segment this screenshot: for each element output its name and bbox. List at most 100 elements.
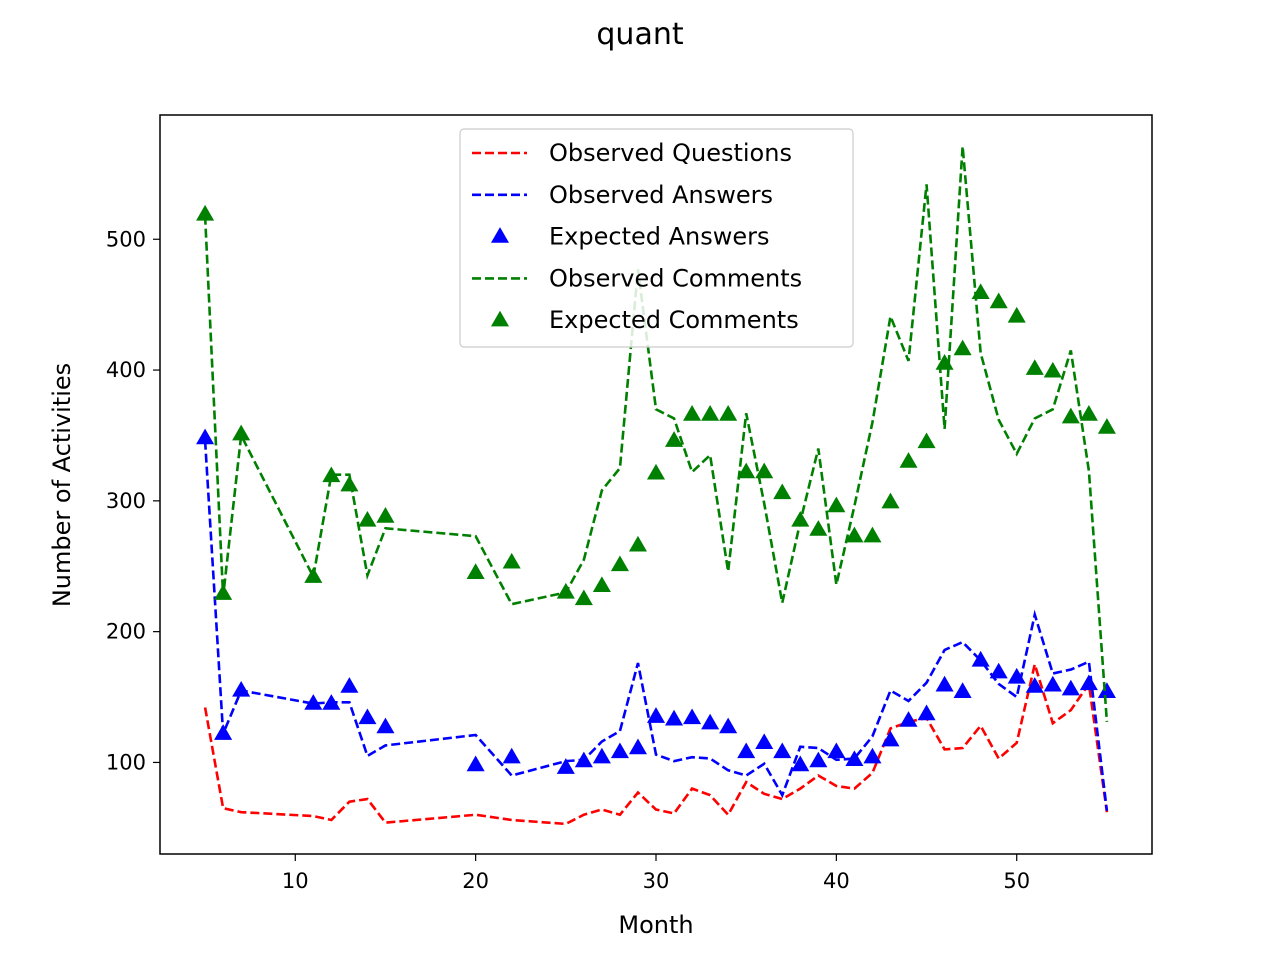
expected-answers-marker xyxy=(1079,674,1098,691)
expected-comments-marker xyxy=(592,576,611,593)
expected-comments-marker xyxy=(863,526,882,543)
expected-comments-marker xyxy=(1025,359,1044,375)
observed-answers-legend-label: Observed Answers xyxy=(549,181,773,209)
expected-answers-marker xyxy=(1097,682,1116,698)
x-tick-label: 40 xyxy=(823,869,850,893)
expected-comments-marker xyxy=(971,283,990,300)
expected-comments-marker xyxy=(989,292,1008,309)
expected-answers-marker xyxy=(502,747,521,764)
expected-answers-marker xyxy=(683,708,702,725)
y-tick-label: 300 xyxy=(106,489,146,513)
expected-comments-marker xyxy=(214,584,233,600)
expected-comments-marker xyxy=(646,463,666,480)
expected-comments-marker xyxy=(935,354,954,370)
expected-comments-marker xyxy=(881,492,900,509)
legend-box xyxy=(459,128,854,348)
x-tick-label: 10 xyxy=(282,869,309,893)
expected-answers-marker xyxy=(989,662,1008,679)
expected-comments-marker xyxy=(1007,306,1026,323)
expected-comments-marker xyxy=(628,535,647,552)
expected-comments-marker xyxy=(665,431,684,447)
expected-answers-marker xyxy=(953,682,972,698)
expected-comments-marker xyxy=(809,520,828,536)
expected-comments-marker xyxy=(466,563,485,579)
expected-comments-marker xyxy=(196,204,215,221)
axes: 10 20 30 40 50 100 200 300 400 500 xyxy=(106,227,1030,893)
expected-answers-marker xyxy=(827,742,846,759)
y-tick-label: 100 xyxy=(106,750,146,774)
expected-comments-marker xyxy=(304,567,323,583)
y-tick-label: 400 xyxy=(106,358,146,382)
expected-answers-marker xyxy=(232,681,251,697)
expected-answers-marker xyxy=(358,708,377,725)
expected-answers-marker xyxy=(1043,675,1062,692)
expected-answers-legend-swatch xyxy=(490,227,510,243)
observed-comments-line xyxy=(203,146,1109,722)
observed-questions-legend-label: Observed Questions xyxy=(549,139,792,167)
expected-answers-marker xyxy=(863,747,882,764)
expected-comments-marker xyxy=(322,466,341,483)
expected-comments-marker xyxy=(358,510,377,527)
expected-answers-marker xyxy=(971,650,990,667)
expected-comments-marker xyxy=(755,462,774,479)
x-tick-label: 50 xyxy=(1003,869,1030,893)
expected-comments-legend-label: Expected Comments xyxy=(549,306,799,334)
expected-answers-marker xyxy=(701,713,720,730)
expected-answers-marker xyxy=(1061,679,1080,696)
expected-answers-marker xyxy=(466,755,485,772)
expected-comments-marker xyxy=(899,452,918,468)
expected-comments-marker xyxy=(1079,405,1098,421)
legend: Observed Questions Observed Answers Expect… xyxy=(459,128,854,348)
expected-answers-marker xyxy=(646,707,666,723)
expected-answers-marker xyxy=(809,751,828,768)
expected-comments-marker xyxy=(1097,418,1116,434)
expected-comments-marker xyxy=(1043,361,1062,378)
expected-answers-marker xyxy=(665,709,684,726)
expected-comments-marker xyxy=(574,589,593,606)
expected-comments-marker xyxy=(610,555,629,572)
expected-answers-marker xyxy=(899,711,918,727)
expected-answers-marker xyxy=(556,758,575,774)
expected-answers-marker xyxy=(574,751,593,768)
expected-answers-marker xyxy=(376,717,395,734)
expected-comments-marker xyxy=(1061,407,1080,424)
expected-comments-marker xyxy=(502,552,521,569)
expected-comments-marker xyxy=(827,496,846,513)
expected-answers-marker xyxy=(737,742,756,759)
expected-comments-marker xyxy=(845,526,864,543)
expected-answers-marker xyxy=(881,730,900,747)
expected-comments-marker xyxy=(917,432,936,449)
expected-comments-marker xyxy=(791,510,810,527)
expected-answers-marker xyxy=(845,750,864,767)
expected-comments-marker xyxy=(701,405,720,421)
expected-answers-marker xyxy=(592,747,611,764)
expected-answers-marker xyxy=(628,738,647,755)
expected-answers-marker xyxy=(196,428,215,445)
expected-answers-marker xyxy=(304,694,323,710)
expected-answers-marker xyxy=(935,675,954,692)
expected-comments-marker xyxy=(737,462,756,479)
expected-comments-marker xyxy=(232,424,251,441)
expected-comments-legend-swatch xyxy=(490,310,510,327)
expected-comments-marker xyxy=(719,405,738,421)
expected-comments-marker xyxy=(953,339,972,356)
x-tick-label: 30 xyxy=(643,869,670,893)
observed-answers-line xyxy=(203,440,1109,811)
observed-questions-line xyxy=(203,659,1109,826)
expected-answers-marker xyxy=(610,742,629,759)
expected-comments-marker xyxy=(556,582,575,599)
y-tick-label: 500 xyxy=(106,227,146,251)
observed-comments-legend-label: Observed Comments xyxy=(549,264,802,292)
expected-answers-marker xyxy=(917,704,936,721)
expected-answers-marker xyxy=(1007,667,1026,684)
expected-answers-marker xyxy=(755,733,774,749)
x-axis-label: Month xyxy=(618,911,693,939)
expected-comments-marker xyxy=(683,405,702,421)
expected-comments-marker xyxy=(773,483,792,500)
expected-comments-marker xyxy=(340,475,359,492)
expected-answers-marker xyxy=(1025,677,1044,693)
expected-comments-marker xyxy=(376,507,395,523)
x-tick-label: 20 xyxy=(462,869,489,893)
plot-area xyxy=(196,146,1116,826)
